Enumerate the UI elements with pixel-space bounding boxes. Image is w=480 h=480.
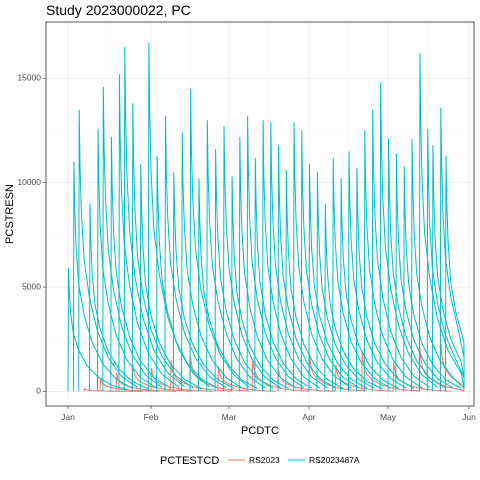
y-tick: 0	[36, 386, 46, 396]
y-tick: 15000	[17, 73, 46, 83]
series-line	[83, 388, 144, 392]
series-rs2023487a	[67, 42, 465, 392]
x-tick: May	[380, 406, 397, 422]
series-line	[97, 128, 157, 392]
y-tick-label: 5000	[22, 281, 41, 291]
series-line	[361, 351, 420, 392]
series-line	[334, 364, 394, 392]
x-axis: Jan Feb Mar Apr May Jun	[61, 406, 476, 422]
legend-label-rs2023487a: RS2023487A	[309, 455, 360, 465]
x-tick: Jun	[462, 406, 476, 422]
plot-panel	[45, 21, 475, 407]
x-tick: Apr	[302, 406, 316, 422]
legend: PCTESTCD RS2023 RS2023487A	[160, 455, 360, 467]
series-line	[445, 155, 465, 392]
y-tick-label: 10000	[17, 177, 41, 187]
x-tick-label: Mar	[222, 412, 237, 422]
y-axis-title: PCSTRESN	[4, 184, 16, 244]
chart-title: Study 2023000022, PC	[46, 2, 191, 18]
x-tick-label: Jan	[61, 412, 75, 422]
x-tick-label: Jun	[462, 412, 476, 422]
series-line	[251, 357, 310, 392]
series-line	[426, 128, 465, 392]
y-axis: 0 5000 10000 15000	[17, 73, 46, 396]
series-line	[118, 74, 180, 392]
series-layer	[67, 42, 465, 392]
panel-border	[45, 21, 475, 407]
legend-label-rs2023: RS2023	[249, 455, 280, 465]
y-tick-label: 15000	[17, 73, 41, 83]
legend-title: PCTESTCD	[160, 455, 219, 467]
x-tick: Mar	[222, 406, 237, 422]
panel-background	[46, 22, 474, 406]
x-tick: Jan	[61, 406, 75, 422]
series-line	[170, 360, 232, 392]
series-line	[72, 161, 133, 392]
x-axis-title: PCDTC	[241, 425, 279, 437]
y-tick: 10000	[17, 177, 46, 187]
x-tick: Feb	[144, 406, 159, 422]
x-tick-label: Apr	[302, 412, 315, 422]
y-tick: 5000	[22, 281, 46, 291]
series-line	[67, 268, 128, 392]
y-tick-label: 0	[36, 386, 41, 396]
x-tick-label: May	[380, 412, 397, 422]
series-line	[78, 109, 138, 392]
x-tick-label: Feb	[144, 412, 159, 422]
series-line	[150, 368, 213, 392]
